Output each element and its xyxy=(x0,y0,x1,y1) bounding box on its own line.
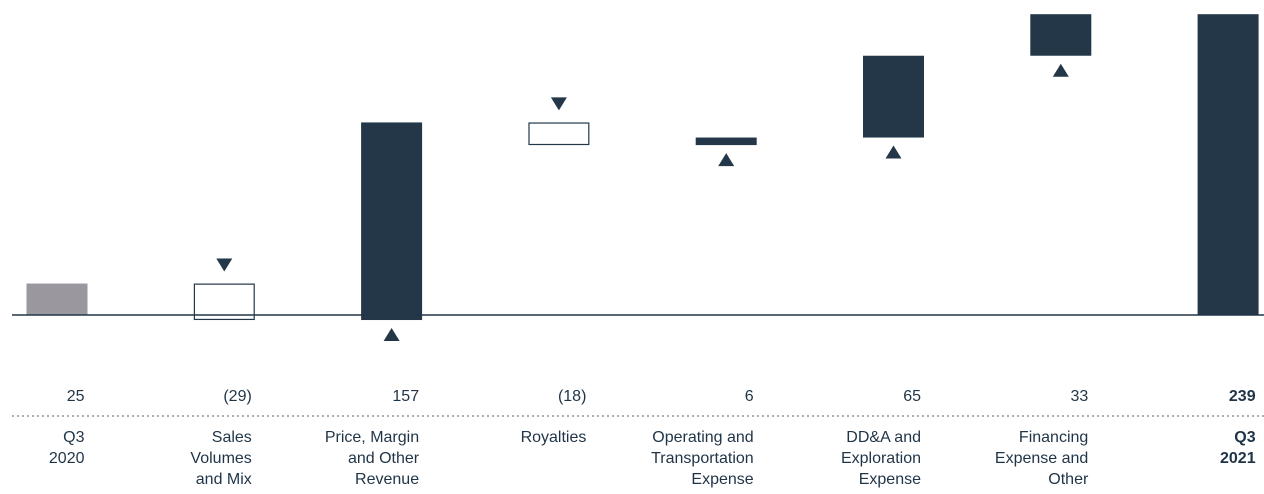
category-label-line: Operating and xyxy=(652,429,753,446)
bar-8 xyxy=(1197,14,1259,315)
category-label-line: Other xyxy=(1048,471,1089,488)
bar-3 xyxy=(361,122,423,321)
down-arrow-icon xyxy=(550,97,567,111)
value-labels-layer: 25 (29) 157 (18) 6 65 33 239 xyxy=(67,388,1256,405)
category-labels-layer: Q3 2020 Sales Volumes and Mix Price, Margin an… xyxy=(49,429,1256,488)
category-label-line: Expense xyxy=(859,471,921,488)
category-label-line: Expense and xyxy=(995,450,1088,467)
up-arrow-icon xyxy=(885,145,902,159)
up-arrow-icon xyxy=(718,153,735,167)
value-label: 6 xyxy=(745,388,754,405)
category-label-line: Q3 xyxy=(63,429,84,446)
category-label-line: Price, Margin xyxy=(325,429,419,446)
value-label: 25 xyxy=(67,388,85,405)
value-label: 157 xyxy=(392,388,419,405)
category-label-line: Financing xyxy=(1019,429,1088,446)
category-label: Q3 2021 xyxy=(1220,429,1256,467)
category-label-line: Exploration xyxy=(841,450,921,467)
category-label: Financing Expense and Other xyxy=(995,429,1089,488)
category-label: Royalties xyxy=(521,429,587,446)
category-label-line: Sales xyxy=(212,429,252,446)
arrows-layer xyxy=(216,63,1069,342)
value-label: 239 xyxy=(1229,388,1256,405)
category-label: DD&A and Exploration Expense xyxy=(841,429,921,488)
category-label: Operating and Transportation Expense xyxy=(651,429,754,488)
bars-layer xyxy=(26,14,1259,321)
value-label: 33 xyxy=(1071,388,1089,405)
category-label-line: and Mix xyxy=(196,471,252,488)
down-arrow-icon xyxy=(216,258,233,272)
category-label-line: Volumes xyxy=(190,450,251,467)
category-label-line: Q3 xyxy=(1234,429,1255,446)
up-arrow-icon xyxy=(1052,63,1069,77)
category-label-line: Revenue xyxy=(355,471,419,488)
category-label: Price, Margin and Other Revenue xyxy=(325,429,420,488)
bar-4 xyxy=(528,122,590,146)
bar-1 xyxy=(26,283,88,315)
category-label-line: Transportation xyxy=(651,450,754,467)
bar-5 xyxy=(695,137,757,146)
bar-7 xyxy=(1030,14,1092,56)
bar-2 xyxy=(193,283,255,321)
category-label-line: 2021 xyxy=(1220,450,1256,467)
category-label-line: Royalties xyxy=(521,429,587,446)
value-label: (29) xyxy=(223,388,251,405)
category-label: Sales Volumes and Mix xyxy=(190,429,251,488)
category-label-line: 2020 xyxy=(49,450,85,467)
category-label: Q3 2020 xyxy=(49,429,85,467)
category-label-line: and Other xyxy=(348,450,420,467)
up-arrow-icon xyxy=(383,328,400,342)
value-label: (18) xyxy=(558,388,586,405)
bar-6 xyxy=(863,55,924,138)
category-label-line: DD&A and xyxy=(846,429,921,446)
value-label: 65 xyxy=(903,388,921,405)
category-label-line: Expense xyxy=(691,471,753,488)
